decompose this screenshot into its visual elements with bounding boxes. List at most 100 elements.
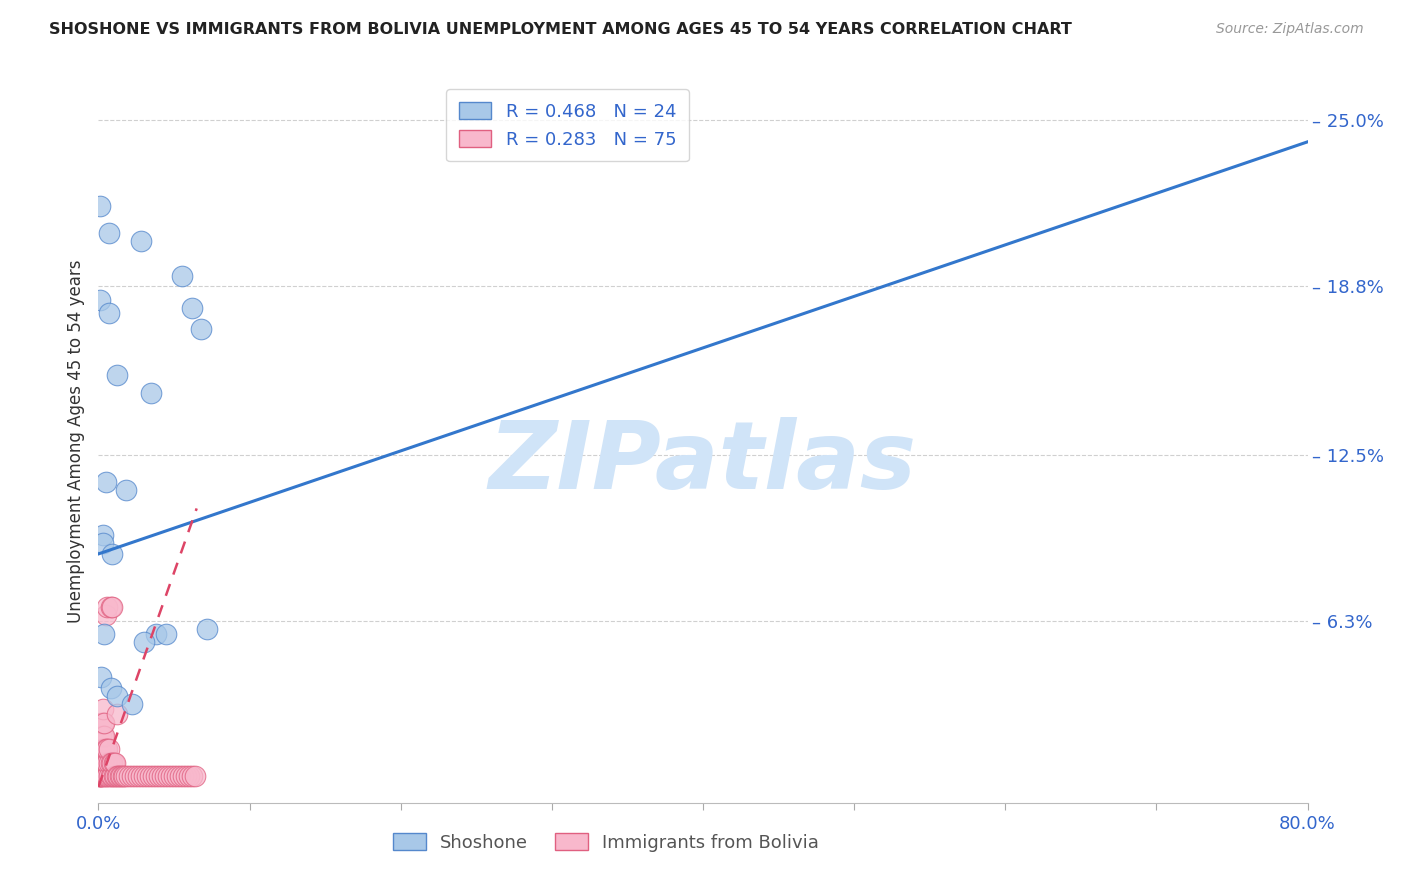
Point — [98, 306, 121, 320]
Point — [94, 769, 117, 783]
Point — [98, 756, 121, 770]
Point — [89, 769, 111, 783]
Point — [114, 483, 136, 497]
Point — [101, 547, 124, 561]
Point — [91, 742, 114, 756]
Point — [100, 600, 122, 615]
Point — [160, 769, 183, 783]
Text: ZIPatlas: ZIPatlas — [489, 417, 917, 509]
Point — [153, 769, 176, 783]
Point — [90, 742, 112, 756]
Point — [105, 689, 128, 703]
Point — [112, 769, 135, 783]
Text: SHOSHONE VS IMMIGRANTS FROM BOLIVIA UNEMPLOYMENT AMONG AGES 45 TO 54 YEARS CORRE: SHOSHONE VS IMMIGRANTS FROM BOLIVIA UNEM… — [49, 22, 1073, 37]
Point — [90, 670, 112, 684]
Point — [93, 756, 115, 770]
Point — [96, 600, 118, 615]
Point — [132, 769, 155, 783]
Point — [101, 600, 124, 615]
Point — [145, 769, 167, 783]
Point — [89, 769, 111, 783]
Point — [103, 769, 125, 783]
Point — [108, 769, 131, 783]
Point — [110, 769, 132, 783]
Point — [105, 769, 128, 783]
Point — [174, 769, 197, 783]
Point — [93, 769, 115, 783]
Point — [141, 386, 163, 401]
Point — [93, 729, 115, 743]
Text: Source: ZipAtlas.com: Source: ZipAtlas.com — [1216, 22, 1364, 37]
Point — [129, 234, 152, 248]
Point — [98, 226, 121, 240]
Point — [170, 268, 193, 283]
Point — [148, 769, 170, 783]
Point — [96, 769, 118, 783]
Point — [135, 769, 157, 783]
Point — [89, 769, 111, 783]
Point — [105, 707, 128, 722]
Point — [150, 769, 173, 783]
Point — [91, 715, 114, 730]
Point — [90, 769, 112, 783]
Point — [155, 627, 177, 641]
Point — [101, 769, 124, 783]
Point — [100, 681, 122, 695]
Y-axis label: Unemployment Among Ages 45 to 54 years: Unemployment Among Ages 45 to 54 years — [66, 260, 84, 624]
Point — [91, 729, 114, 743]
Point — [93, 742, 115, 756]
Point — [118, 769, 141, 783]
Point — [111, 769, 134, 783]
Point — [121, 697, 143, 711]
Point — [90, 756, 112, 770]
Point — [172, 769, 194, 783]
Point — [103, 756, 125, 770]
Point — [166, 769, 188, 783]
Point — [89, 199, 111, 213]
Point — [107, 769, 129, 783]
Point — [179, 769, 201, 783]
Point — [181, 301, 204, 315]
Point — [91, 702, 114, 716]
Point — [132, 635, 155, 649]
Point — [169, 769, 191, 783]
Point — [156, 769, 179, 783]
Point — [163, 769, 186, 783]
Point — [124, 769, 146, 783]
Point — [100, 756, 122, 770]
Point — [104, 756, 127, 770]
Point — [89, 293, 111, 307]
Point — [142, 769, 165, 783]
Point — [89, 756, 111, 770]
Point — [127, 769, 149, 783]
Point — [91, 756, 114, 770]
Point — [145, 627, 167, 641]
Point — [94, 475, 117, 489]
Point — [105, 368, 128, 382]
Point — [195, 622, 218, 636]
Point — [98, 742, 121, 756]
Point — [89, 742, 111, 756]
Point — [190, 322, 212, 336]
Point — [91, 769, 114, 783]
Point — [90, 729, 112, 743]
Point — [94, 608, 117, 623]
Point — [93, 715, 115, 730]
Point — [184, 769, 207, 783]
Point — [100, 769, 122, 783]
Point — [91, 536, 114, 550]
Point — [90, 756, 112, 770]
Point — [114, 769, 136, 783]
Point — [94, 756, 117, 770]
Legend: Shoshone, Immigrants from Bolivia: Shoshone, Immigrants from Bolivia — [387, 826, 827, 859]
Point — [121, 769, 143, 783]
Point — [90, 769, 112, 783]
Point — [181, 769, 204, 783]
Point — [96, 756, 118, 770]
Point — [90, 715, 112, 730]
Point — [101, 756, 124, 770]
Point — [96, 742, 118, 756]
Point — [94, 742, 117, 756]
Point — [129, 769, 152, 783]
Point — [139, 769, 162, 783]
